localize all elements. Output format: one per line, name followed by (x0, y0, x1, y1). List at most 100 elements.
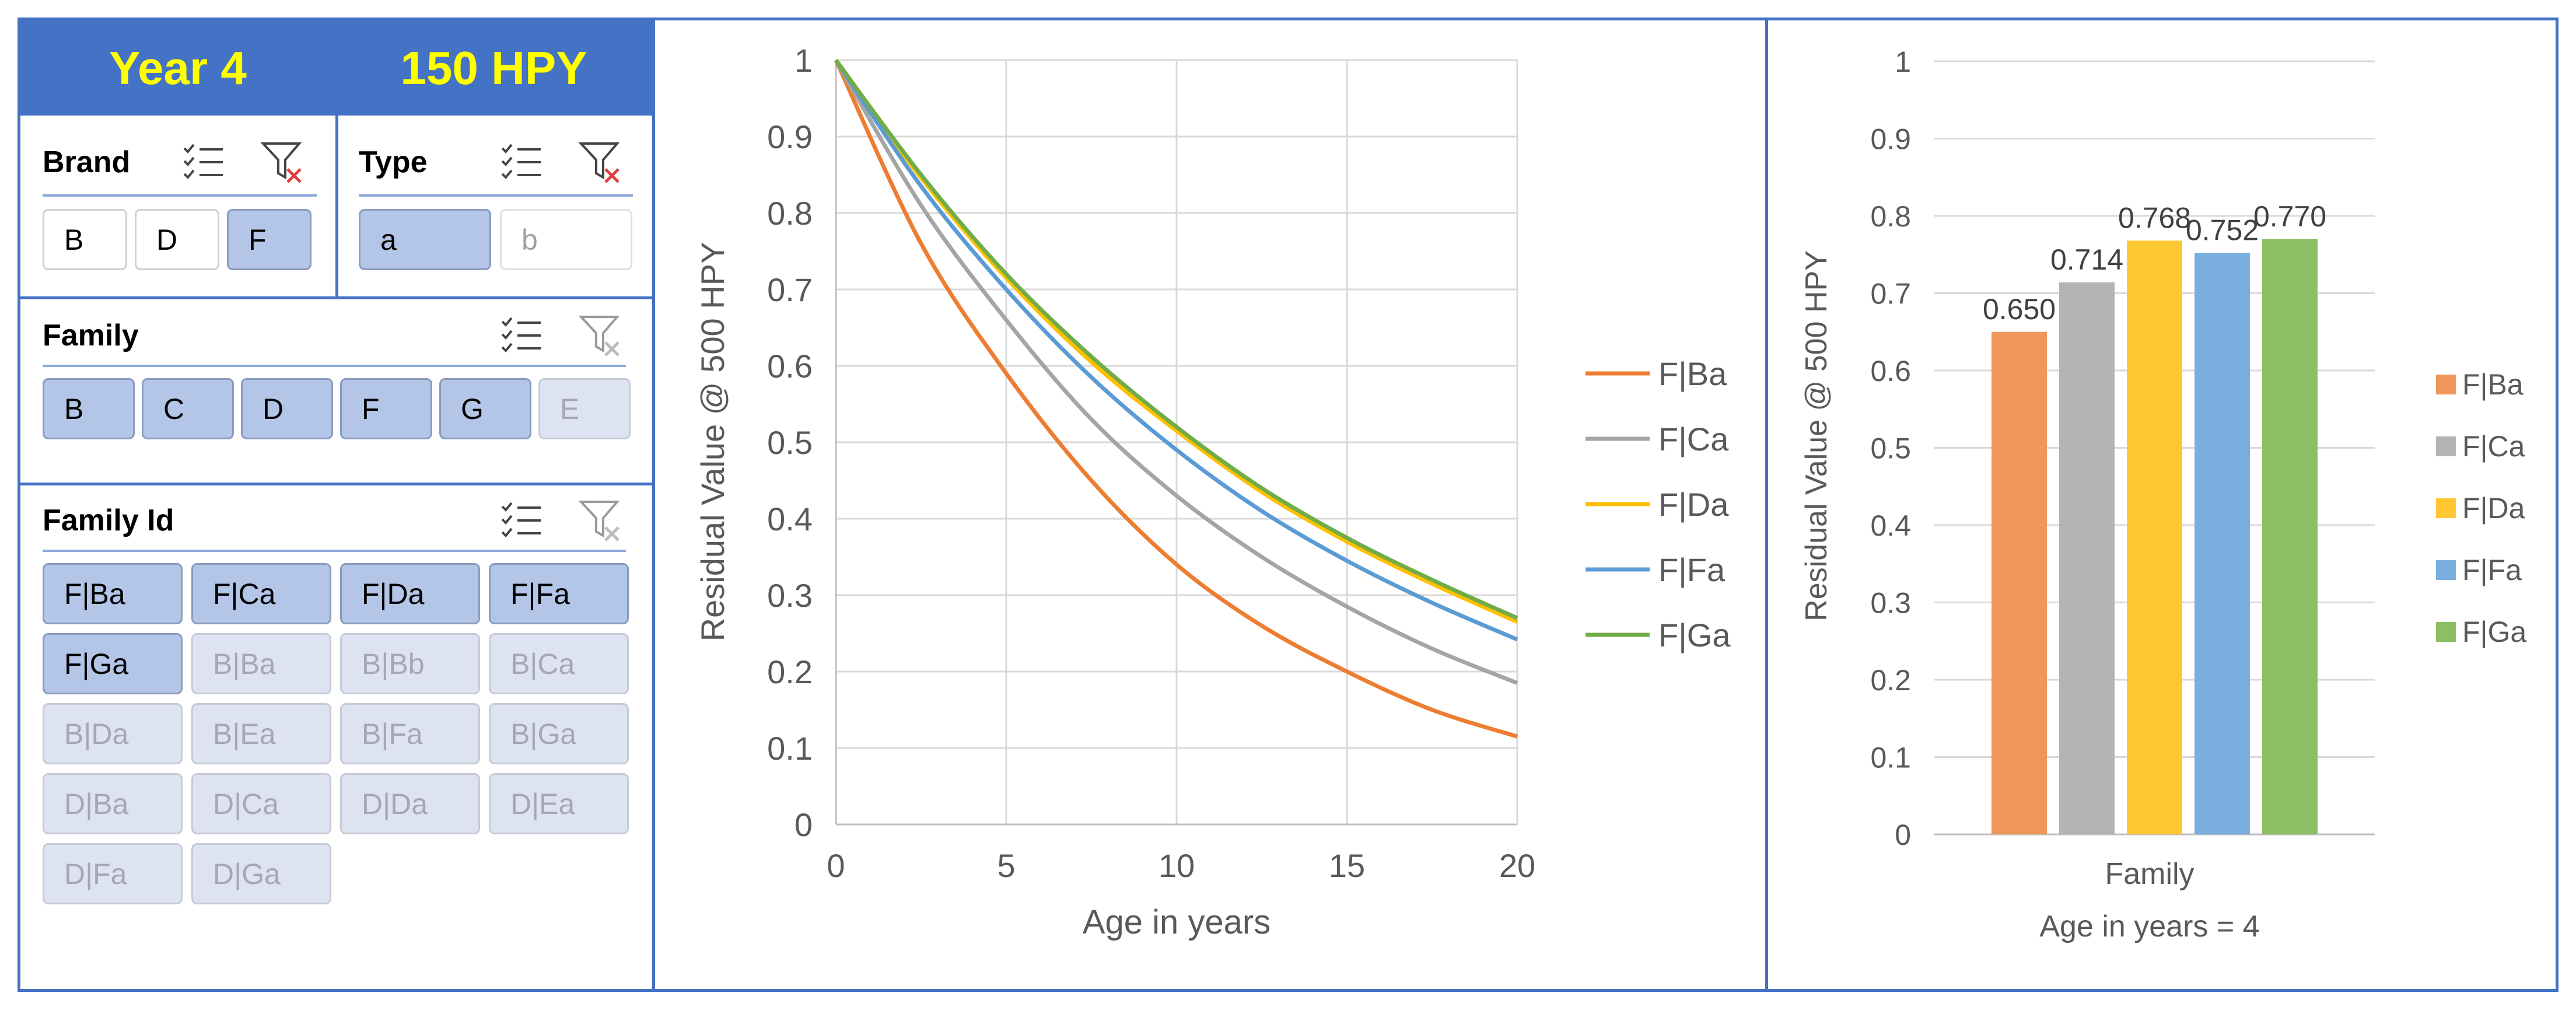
family-id-slicer-title: Family Id (43, 504, 174, 537)
line-x-tick-label: 0 (827, 847, 845, 884)
family-item-f[interactable]: F (340, 378, 432, 439)
bar-y-tick-label: 0.4 (1870, 509, 1911, 542)
slicer-panel: Year 4 150 HPY Brand B D F Type (18, 18, 655, 992)
multi-select-icon[interactable] (499, 139, 545, 186)
line-y-axis-label: Residual Value @ 500 HPY (694, 242, 731, 642)
bar-y-tick-label: 0.7 (1870, 278, 1911, 310)
brand-item-f[interactable]: F (227, 209, 312, 270)
family-id-slicer: Family Id F|Ba F|Ca F|Da F|Fa F|Ga B|Ba … (20, 485, 652, 989)
bar-legend-label: F|Da (2462, 492, 2525, 525)
line-legend-label: F|Ga (1658, 617, 1731, 653)
family-id-item[interactable]: D|Ca (191, 773, 331, 834)
line-chart: 0 0.1 0.2 0.3 0.4 0.5 0.6 0.7 0.8 0.9 1 0 5 10 15 20 F… (694, 42, 1731, 941)
line-series-F-Ga (834, 58, 1518, 620)
brand-item-d[interactable]: D (135, 209, 219, 270)
line-series-F-Fa (834, 59, 1518, 642)
bar-chart: 0 0.1 0.2 0.3 0.4 0.5 0.6 0.7 0.8 0.9 1 0.650 0.714… (1800, 46, 2526, 943)
line-y-tick-label: 0.8 (767, 195, 813, 232)
line-x-tick-label: 15 (1329, 847, 1365, 884)
family-id-item[interactable]: D|Ba (43, 773, 183, 834)
bar-y-tick-label: 0 (1895, 819, 1911, 851)
family-slicer-rule (43, 365, 626, 367)
family-item-c[interactable]: C (142, 378, 234, 439)
type-slicer-title: Type (359, 145, 428, 179)
family-id-item[interactable]: D|Fa (43, 843, 183, 904)
line-legend-label: F|Ca (1658, 421, 1729, 457)
bar-F-Ga (2262, 239, 2318, 834)
family-id-item[interactable]: B|Ga (489, 703, 629, 764)
family-id-item[interactable]: F|Ga (43, 633, 183, 694)
bar-y-tick-label: 0.5 (1870, 432, 1911, 465)
clear-filter-icon[interactable] (578, 139, 624, 186)
brand-slicer-rule (43, 194, 317, 197)
type-slicer: Type a b (338, 116, 652, 296)
family-item-e[interactable]: E (538, 378, 631, 439)
bar-legend-label: F|Ga (2462, 616, 2526, 648)
clear-filter-icon[interactable] (578, 497, 624, 544)
bar-legend-swatch (2436, 498, 2456, 518)
family-id-item[interactable]: B|Ca (489, 633, 629, 694)
family-item-b[interactable]: B (43, 378, 135, 439)
line-legend-label: F|Ba (1658, 355, 1727, 392)
type-slicer-rule (359, 194, 633, 197)
bar-legend-swatch (2436, 560, 2456, 580)
family-id-slicer-rule (43, 550, 626, 552)
line-y-tick-label: 1 (794, 42, 813, 79)
family-slicer-title: Family (43, 319, 139, 352)
year-label: Year 4 (109, 41, 247, 94)
divider-family-familyid (20, 483, 652, 485)
family-id-item[interactable]: F|Fa (489, 563, 629, 624)
line-x-tick-label: 5 (997, 847, 1015, 884)
family-slicer: Family B C D F G E (20, 299, 652, 483)
family-id-item[interactable]: F|Ba (43, 563, 183, 624)
family-id-item[interactable]: D|Ga (191, 843, 331, 904)
divider-brand-family (20, 296, 652, 299)
divider-vertical (335, 20, 338, 296)
family-id-item[interactable]: B|Fa (340, 703, 480, 764)
family-id-item[interactable]: B|Ea (191, 703, 331, 764)
multi-select-icon[interactable] (499, 312, 545, 359)
multi-select-icon[interactable] (499, 497, 545, 544)
family-id-item[interactable]: F|Ca (191, 563, 331, 624)
line-y-tick-label: 0.9 (767, 118, 813, 155)
bar-y-tick-label: 0.2 (1870, 664, 1911, 697)
bar-F-Fa (2194, 253, 2250, 835)
clear-filter-icon[interactable] (578, 312, 624, 359)
bar-F-Ba (1992, 331, 2047, 834)
line-x-tick-label: 20 (1499, 847, 1535, 884)
type-item-b[interactable]: b (500, 209, 632, 270)
family-id-item[interactable]: B|Ba (191, 633, 331, 694)
line-chart-panel: 0 0.1 0.2 0.3 0.4 0.5 0.6 0.7 0.8 0.9 1 0 5 10 15 20 F… (652, 18, 1768, 992)
family-id-item[interactable]: F|Da (340, 563, 480, 624)
line-y-tick-label: 0.2 (767, 653, 813, 690)
bar-data-label: 0.752 (2186, 214, 2259, 247)
type-item-a[interactable]: a (359, 209, 491, 270)
bar-x-axis-label: Family (2105, 857, 2194, 891)
family-id-item[interactable]: D|Ea (489, 773, 629, 834)
multi-select-icon[interactable] (181, 139, 228, 186)
family-id-item[interactable]: B|Da (43, 703, 183, 764)
bar-y-tick-label: 0.1 (1870, 742, 1911, 774)
line-y-tick-label: 0 (794, 806, 813, 843)
bar-legend-label: F|Fa (2462, 554, 2522, 586)
bar-legend-swatch (2436, 622, 2456, 642)
year-header: Year 4 (20, 20, 335, 116)
line-series-F-Ba (834, 59, 1518, 739)
bar-legend-swatch (2436, 436, 2456, 456)
bar-y-axis-label: Residual Value @ 500 HPY (1800, 250, 1833, 621)
family-id-item[interactable]: B|Bb (340, 633, 480, 694)
bar-y-tick-label: 0.6 (1870, 355, 1911, 387)
bar-y-tick-label: 0.3 (1870, 587, 1911, 620)
family-item-g[interactable]: G (439, 378, 531, 439)
bar-data-label: 0.770 (2253, 200, 2326, 233)
line-y-tick-label: 0.6 (767, 348, 813, 385)
bar-data-label: 0.768 (2118, 201, 2191, 234)
family-item-d[interactable]: D (241, 378, 333, 439)
clear-filter-icon[interactable] (260, 139, 306, 186)
bar-legend-label: F|Ca (2462, 430, 2525, 463)
bar-y-tick-label: 0.9 (1870, 123, 1911, 156)
brand-item-b[interactable]: B (43, 209, 127, 270)
line-legend-label: F|Da (1658, 486, 1729, 523)
family-id-item[interactable]: D|Da (340, 773, 480, 834)
bar-data-label: 0.714 (2050, 243, 2123, 276)
